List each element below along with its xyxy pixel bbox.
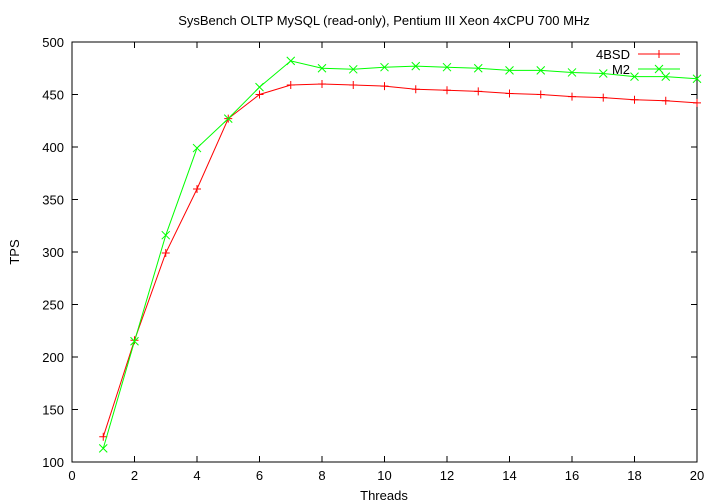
data-point bbox=[474, 87, 483, 96]
data-point bbox=[473, 63, 483, 73]
x-tick-label: 16 bbox=[565, 468, 579, 483]
x-axis-label: Threads bbox=[360, 488, 408, 503]
data-point bbox=[692, 74, 702, 84]
data-point bbox=[599, 93, 608, 102]
series-line bbox=[102, 60, 698, 449]
series-line bbox=[102, 83, 698, 437]
data-point bbox=[536, 65, 546, 75]
data-point bbox=[286, 81, 295, 90]
data-point bbox=[192, 143, 202, 153]
y-axis-label: TPS bbox=[7, 239, 22, 265]
y-tick-label: 300 bbox=[42, 245, 64, 260]
data-point bbox=[505, 89, 514, 98]
legend-label: M2 bbox=[612, 62, 630, 77]
y-tick-label: 200 bbox=[42, 350, 64, 365]
y-tick-label: 500 bbox=[42, 35, 64, 50]
x-tick-label: 2 bbox=[131, 468, 138, 483]
x-tick-label: 8 bbox=[318, 468, 325, 483]
data-point bbox=[505, 65, 514, 75]
data-point bbox=[317, 63, 327, 73]
data-point bbox=[661, 96, 670, 105]
y-tick-label: 250 bbox=[42, 298, 64, 313]
data-point bbox=[567, 68, 577, 77]
data-point bbox=[536, 90, 545, 99]
data-point bbox=[98, 443, 108, 453]
x-tick-label: 4 bbox=[193, 468, 200, 483]
y-tick-label: 350 bbox=[42, 193, 64, 208]
x-tick-label: 12 bbox=[440, 468, 454, 483]
data-point bbox=[255, 90, 264, 99]
data-point bbox=[380, 82, 389, 91]
chart-title: SysBench OLTP MySQL (read-only), Pentium… bbox=[178, 13, 590, 28]
data-point bbox=[598, 69, 608, 78]
data-point bbox=[318, 80, 326, 88]
data-point bbox=[411, 61, 421, 71]
data-point bbox=[286, 56, 296, 66]
data-point bbox=[380, 62, 389, 72]
legend-label: 4BSD bbox=[596, 47, 630, 62]
x-tick-label: 14 bbox=[502, 468, 516, 483]
data-point bbox=[443, 86, 451, 95]
x-tick-label: 10 bbox=[377, 468, 391, 483]
data-point bbox=[255, 82, 264, 92]
data-point bbox=[223, 114, 233, 124]
data-point bbox=[661, 72, 671, 82]
x-tick-label: 6 bbox=[256, 468, 263, 483]
y-tick-label: 100 bbox=[42, 455, 64, 470]
y-tick-label: 450 bbox=[42, 88, 64, 103]
data-point bbox=[161, 230, 171, 240]
data-point bbox=[630, 72, 639, 82]
data-point bbox=[411, 85, 420, 94]
data-point bbox=[349, 81, 358, 90]
data-point bbox=[193, 185, 201, 193]
y-tick-label: 150 bbox=[42, 403, 64, 418]
data-point bbox=[130, 336, 139, 346]
data-point bbox=[568, 92, 576, 101]
data-point bbox=[693, 98, 701, 107]
x-tick-label: 18 bbox=[627, 468, 641, 483]
data-point bbox=[161, 249, 170, 258]
data-point bbox=[99, 432, 108, 441]
x-tick-label: 20 bbox=[690, 468, 704, 483]
legend-marker bbox=[655, 50, 663, 58]
data-point bbox=[630, 95, 639, 104]
x-tick-label: 0 bbox=[68, 468, 75, 483]
y-tick-label: 400 bbox=[42, 140, 64, 155]
legend-marker bbox=[654, 64, 664, 74]
data-point bbox=[442, 62, 452, 72]
data-point bbox=[348, 64, 358, 74]
series-m2 bbox=[98, 56, 702, 453]
series-4bsd bbox=[99, 80, 701, 441]
